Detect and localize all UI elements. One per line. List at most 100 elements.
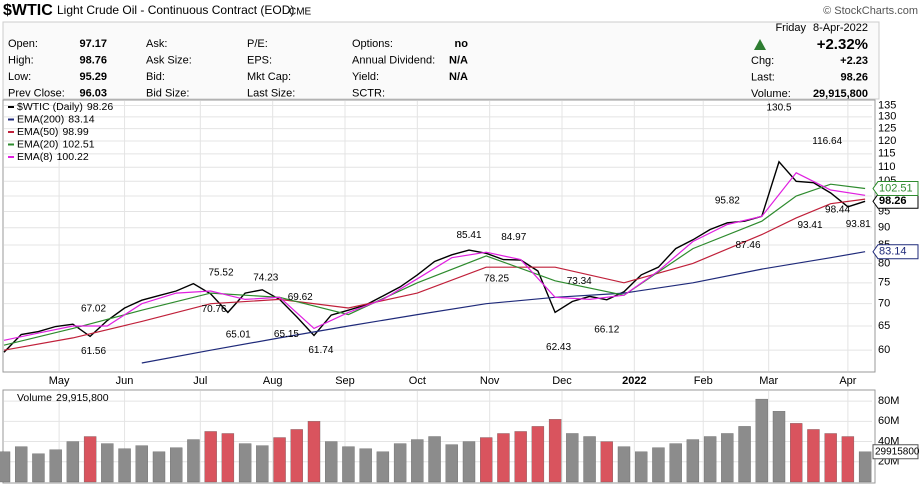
volume-bar (307, 421, 321, 483)
legend-swatch (8, 131, 14, 133)
field-value: 97.17 (79, 38, 107, 50)
volume-bar (807, 429, 820, 483)
volume-bar (325, 441, 338, 483)
ema-line (3, 183, 866, 346)
quote-label: Chg: (751, 55, 774, 67)
legend-name: EMA(50) (17, 126, 58, 138)
volume-bar (170, 447, 183, 483)
price-annotation: 70.76 (202, 304, 227, 315)
ema-line (141, 251, 866, 364)
volume-bar (273, 437, 286, 483)
x-tick-label: Apr (839, 375, 856, 387)
field-label: Ask Size: (146, 54, 192, 66)
x-tick-label: Nov (480, 375, 500, 387)
volume-bar (617, 446, 631, 483)
price-annotation: 69.62 (288, 292, 313, 303)
y-tick-label: 110 (878, 161, 896, 173)
field-label: High: (8, 54, 34, 66)
legend-value: 98.99 (62, 126, 88, 138)
volume-tag (872, 444, 919, 460)
volume-bar (238, 443, 252, 483)
field-label: Open: (8, 38, 38, 50)
field-value: no (455, 38, 469, 50)
volume-bar (635, 451, 648, 483)
value-tag (872, 244, 919, 260)
field-label: Prev Close: (8, 87, 65, 99)
quote-value: 98.26 (840, 71, 868, 83)
y-tick-label: 130 (878, 111, 896, 123)
field-label: Ask: (146, 38, 167, 50)
field-label: Mkt Cap: (247, 71, 291, 83)
value-tag-label: 98.26 (879, 195, 907, 207)
legend-value: 98.26 (87, 101, 113, 113)
price-annotation: 78.25 (484, 274, 509, 285)
volume-bar (359, 448, 372, 483)
volume-bar (135, 445, 148, 483)
quote-value: +2.23 (840, 55, 868, 67)
volume-bar (49, 449, 62, 483)
volume-bar (566, 433, 579, 483)
header-panel (2, 21, 880, 100)
volume-bar (480, 437, 493, 483)
price-line (3, 160, 866, 353)
volume-bar (669, 443, 682, 483)
volume-legend-value: 29,915,800 (56, 392, 109, 404)
price-annotation: 116.64 (812, 136, 842, 147)
volume-bar (187, 439, 200, 483)
value-tag (872, 193, 919, 209)
field-value: 96.03 (79, 87, 107, 99)
y-tick-label: 90 (878, 222, 890, 234)
x-tick-label: Dec (552, 375, 572, 387)
volume-tag-label: 29915800 (875, 446, 920, 457)
legend-swatch (8, 156, 14, 158)
volume-bar (376, 451, 390, 483)
volume-bar (0, 451, 11, 483)
x-tick-label: Jun (116, 375, 134, 387)
volume-bar (790, 423, 803, 483)
field-label: EPS: (247, 54, 272, 66)
price-annotation: 65.01 (226, 330, 251, 341)
field-value: 95.29 (79, 71, 107, 83)
y-tick-label: 125 (878, 123, 896, 135)
volume-bar (221, 433, 235, 483)
price-pane (2, 99, 876, 373)
volume-bar (755, 398, 768, 483)
price-annotation: 74.23 (253, 273, 278, 284)
field-label: Annual Dividend: (352, 54, 435, 66)
legend-swatch (8, 106, 14, 108)
up-arrow (754, 39, 766, 50)
quote-label: Volume: (751, 88, 791, 100)
symbol: $WTIC (3, 2, 53, 19)
volume-bar (66, 441, 80, 483)
volume-bar (721, 433, 734, 483)
volume-bar (548, 419, 562, 483)
price-annotation: 130.5 (766, 102, 791, 113)
price-annotation: 85.41 (456, 230, 481, 241)
x-tick-label: Feb (694, 375, 713, 387)
volume-bar (15, 446, 28, 483)
legend-value: 83.14 (68, 113, 94, 125)
x-tick-label: May (49, 375, 70, 387)
volume-bar (824, 433, 837, 483)
field-value: 98.76 (79, 54, 107, 66)
volume-bar (686, 439, 700, 483)
volume-bar (411, 439, 424, 483)
volume-bar (32, 453, 45, 483)
volume-bar (652, 447, 665, 483)
price-annotation: 75.52 (208, 267, 233, 278)
y-tick-label: 115 (878, 148, 896, 160)
ema-line (3, 198, 866, 351)
y-tick-label: 120 (878, 135, 896, 147)
price-annotation: 93.41 (797, 220, 822, 231)
volume-bar (393, 443, 407, 483)
legend-name: EMA(20) (17, 138, 58, 150)
volume-bar (290, 429, 303, 483)
field-value: N/A (449, 71, 468, 83)
volume-legend-name: Volume (17, 392, 52, 404)
legend-name: $WTIC (Daily) (17, 101, 83, 113)
x-tick-label: Aug (263, 375, 283, 387)
price-annotation: 61.56 (81, 346, 106, 357)
volume-bar (256, 445, 269, 483)
price-annotation: 84.97 (501, 232, 526, 243)
x-tick-label: Mar (759, 375, 778, 387)
